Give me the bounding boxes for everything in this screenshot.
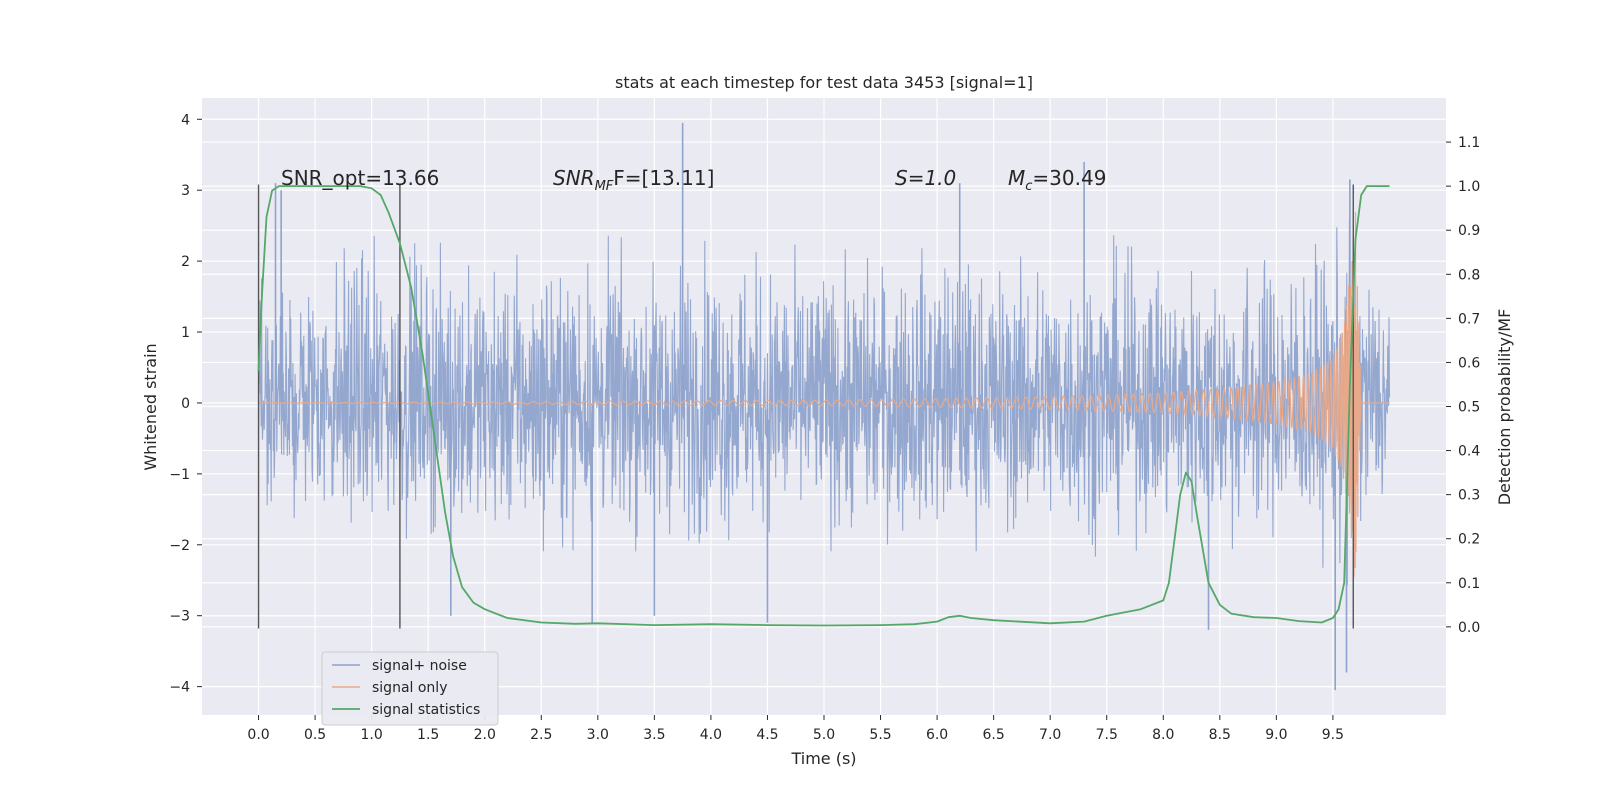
legend: signal+ noise signal only signal statist… (321, 651, 499, 726)
annotation-snr-mf-sub: MF (595, 179, 614, 194)
annotation-mc-base: M (1008, 166, 1025, 190)
y-tick-label: −3 (169, 609, 190, 625)
x-tick-label: 5.0 (813, 727, 835, 743)
annotation-snr-mf-base: SNR (553, 166, 595, 190)
legend-box (321, 651, 499, 726)
chart-title: stats at each timestep for test data 345… (615, 73, 1033, 92)
x-tick-label: 1.5 (417, 727, 439, 743)
signal-line (258, 211, 1390, 578)
x-tick-label: 4.0 (700, 727, 722, 743)
x-tick-label: 3.0 (587, 727, 609, 743)
x-tick-label: 6.5 (983, 727, 1005, 743)
x-tick-label: 9.5 (1322, 727, 1344, 743)
x-axis-label: Time (s) (790, 749, 856, 768)
annotation-mc-sub: c (1025, 179, 1032, 194)
x-tick-label: 2.0 (474, 727, 496, 743)
x-tick-labels: 0.0 0.5 1.0 1.5 2.0 2.5 3.0 3.5 4.0 4.5 5.0 5.5 6.0 6… (247, 715, 1344, 743)
y-tick-label: −2 (169, 538, 190, 554)
y-tick-label: 1 (181, 325, 190, 341)
y-right-tick-label: 0.1 (1458, 576, 1480, 592)
x-tick-label: 9.0 (1265, 727, 1287, 743)
x-tick-label: 2.5 (530, 727, 552, 743)
y-right-tick-label: 0.4 (1458, 444, 1480, 460)
annotation-mc-rest: =30.49 (1032, 166, 1106, 190)
x-tick-label: 5.5 (869, 727, 891, 743)
x-tick-label: 0.5 (304, 727, 326, 743)
series-signal-only (258, 211, 1390, 578)
annotation-snr-opt: SNR_opt=13.66 (281, 166, 439, 190)
y-right-tick-label: 0.9 (1458, 223, 1480, 239)
y-tick-label: 4 (181, 112, 190, 128)
y-right-tick-label: 0.5 (1458, 400, 1480, 416)
annotation-snr-mf-rest: F=[13.11] (613, 166, 714, 190)
y-right-tick-label: 0.2 (1458, 532, 1480, 548)
x-tick-label: 3.5 (643, 727, 665, 743)
annotation-s-value: S=1.0 (895, 166, 956, 190)
y-right-tick-label: 1.0 (1458, 179, 1480, 195)
y-right-axis-label: Detection probability/MF (1495, 309, 1514, 506)
y-right-tick-labels: 1.1 1.0 0.9 0.8 0.7 0.6 0.5 0.4 0.3 0.2 0.1 0.0 (1446, 135, 1480, 636)
vertical-markers (257, 184, 1354, 629)
x-tick-label: 6.0 (926, 727, 948, 743)
y-axis-label: Whitened strain (141, 343, 160, 470)
y-right-tick-label: 1.1 (1458, 135, 1480, 151)
y-right-tick-label: 0.8 (1458, 267, 1480, 283)
legend-entry-signal: signal only (372, 680, 447, 696)
x-tick-label: 0.0 (247, 727, 269, 743)
y-tick-labels: 4 3 2 1 0 −1 −2 −3 −4 (169, 112, 202, 696)
x-tick-label: 1.0 (361, 727, 383, 743)
y-right-tick-label: 0.3 (1458, 488, 1480, 504)
noise-line (257, 218, 1391, 586)
y-tick-label: 2 (181, 254, 190, 270)
legend-entry-noise: signal+ noise (372, 658, 467, 674)
y-right-tick-label: 0.7 (1458, 311, 1480, 327)
annotation-snr-mf: SNRMFF=[13.11] (553, 166, 714, 194)
x-tick-label: 8.5 (1209, 727, 1231, 743)
x-tick-label: 8.0 (1152, 727, 1174, 743)
y-tick-label: −1 (169, 467, 190, 483)
y-right-tick-label: 0.0 (1458, 620, 1480, 636)
x-tick-label: 4.5 (756, 727, 778, 743)
x-tick-label: 7.0 (1039, 727, 1061, 743)
statistics-line (257, 185, 1390, 627)
legend-entry-stats: signal statistics (372, 702, 480, 718)
y-tick-label: 0 (181, 396, 190, 412)
x-tick-label: 7.5 (1096, 727, 1118, 743)
y-tick-label: −4 (169, 680, 190, 696)
y-tick-label: 3 (181, 183, 190, 199)
annotation-mc: Mc=30.49 (1008, 166, 1106, 194)
y-right-tick-label: 0.6 (1458, 355, 1480, 371)
series-signal-statistics (257, 185, 1390, 627)
